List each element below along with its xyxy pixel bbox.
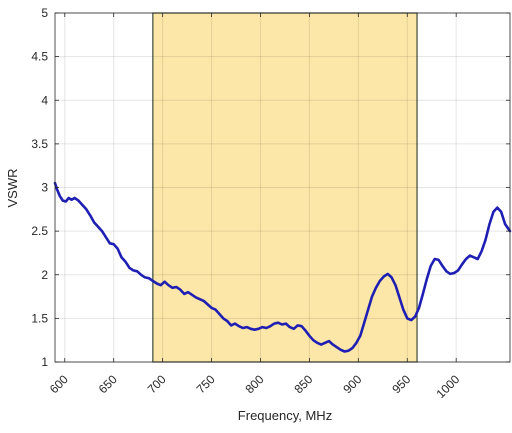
y-tick-label: 2 <box>41 268 48 282</box>
y-axis-label: VSWR <box>5 169 20 208</box>
series-line-0 <box>53 181 512 353</box>
x-tick-label: 750 <box>194 372 218 396</box>
x-tick-label: 650 <box>96 372 120 396</box>
y-tick-label: 1 <box>41 355 48 369</box>
y-tick-label: 1.5 <box>31 311 48 325</box>
x-axis-label: Frequency, MHz <box>238 408 332 423</box>
x-tick-label: 950 <box>389 372 413 396</box>
y-tick-label: 4 <box>41 93 48 107</box>
x-tick-label: 850 <box>291 372 315 396</box>
y-tick-label: 5 <box>41 6 48 20</box>
y-tick-label: 2.5 <box>31 224 48 238</box>
y-tick-label: 3 <box>41 181 48 195</box>
x-tick-label: 800 <box>243 372 267 396</box>
highlight-band <box>152 12 418 363</box>
x-tick-label: 700 <box>145 372 169 396</box>
y-tick-label: 4.5 <box>31 50 48 64</box>
x-tick-label: 900 <box>340 372 364 396</box>
x-tick-label: 600 <box>47 372 71 396</box>
y-tick-label: 3.5 <box>31 137 48 151</box>
x-tick-label: 1000 <box>434 372 463 401</box>
